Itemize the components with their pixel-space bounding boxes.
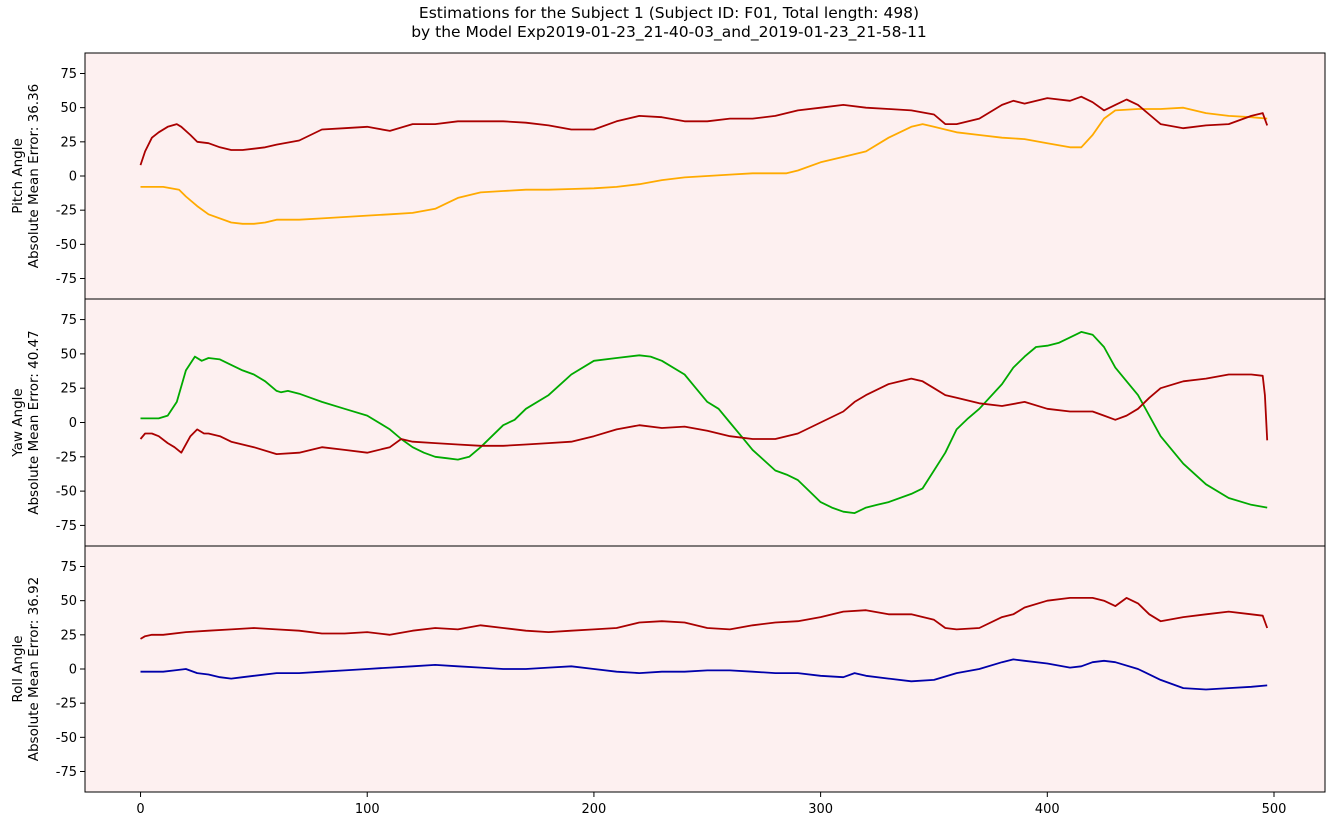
y-tick-label: 0 <box>69 170 77 185</box>
title-line-1: Estimations for the Subject 1 (Subject I… <box>418 4 920 22</box>
x-tick-label: 0 <box>136 802 144 817</box>
x-tick-label: 300 <box>808 802 833 817</box>
y-tick-label: -75 <box>56 765 77 780</box>
y-axis-label-line-2: Absolute Mean Error: 36.92 <box>26 577 42 762</box>
subplot-2: -75 -50 -25 0 25 50 75 Yaw AngleAbsolute Mean E… <box>10 298 1326 547</box>
y-tick-label: 25 <box>60 628 77 643</box>
series-line-1 <box>140 658 1268 691</box>
title-line-2: by the Model Exp2019-01-23_21-40-03_and_… <box>411 23 927 41</box>
y-tick-label: -25 <box>56 697 77 712</box>
y-tick-label: 75 <box>60 560 77 575</box>
y-tick-label: 75 <box>60 313 77 328</box>
series-line-2 <box>139 95 1269 166</box>
y-tick-label: -25 <box>56 450 77 465</box>
chart-title: Estimations for the Subject 1 (Subject I… <box>0 4 1338 42</box>
y-axis-label: Roll AngleAbsolute Mean Error: 36.92 <box>10 577 42 762</box>
plot-area <box>85 546 1325 792</box>
x-tick-label: 400 <box>1035 802 1060 817</box>
y-tick-label: 75 <box>60 67 77 82</box>
subplot-1: -75 -50 -25 0 25 50 75 Pitch AngleAbsolute Mean… <box>10 52 1326 300</box>
y-axis-label-line-1: Yaw Angle <box>10 388 26 457</box>
x-tick-label: 100 <box>355 802 380 817</box>
y-axis-label-line-2: Absolute Mean Error: 36.36 <box>26 84 42 269</box>
x-tick-label: 200 <box>582 802 607 817</box>
y-tick-label: 50 <box>60 101 77 116</box>
y-axis-label-line-2: Absolute Mean Error: 40.47 <box>26 330 42 515</box>
x-tick-label: 500 <box>1262 802 1287 817</box>
y-tick-label: 0 <box>69 416 77 431</box>
y-axis-label: Pitch AngleAbsolute Mean Error: 36.36 <box>10 84 42 269</box>
series-line-2 <box>140 597 1269 640</box>
subplot-3: -75 -50 -25 0 25 50 75 0 100 200 300 400 500 Roll Ang… <box>10 545 1326 817</box>
y-tick-label: -75 <box>56 272 77 287</box>
y-tick-label: 0 <box>69 663 77 678</box>
y-tick-label: -50 <box>56 731 77 746</box>
y-tick-label: 50 <box>60 347 77 362</box>
y-tick-label: -25 <box>56 204 77 219</box>
y-tick-label: -50 <box>56 485 77 500</box>
y-axis-label-line-1: Roll Angle <box>10 635 26 702</box>
plot-area <box>85 299 1325 546</box>
series-line-1 <box>140 106 1268 225</box>
y-tick-label: -75 <box>56 519 77 534</box>
y-tick-label: 50 <box>60 594 77 609</box>
y-tick-label: 25 <box>60 382 77 397</box>
y-axis-label: Yaw AngleAbsolute Mean Error: 40.47 <box>10 330 42 515</box>
plot-frame <box>84 545 1326 793</box>
y-tick-label: -50 <box>56 238 77 253</box>
y-tick-label: 25 <box>60 135 77 150</box>
y-axis-label-line-1: Pitch Angle <box>10 138 26 214</box>
series-line-1 <box>140 330 1268 514</box>
series-line-2 <box>139 373 1269 456</box>
